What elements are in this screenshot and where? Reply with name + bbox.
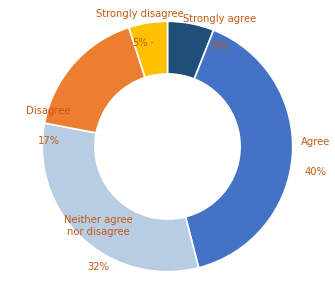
Wedge shape (42, 123, 199, 272)
Text: 32%: 32% (88, 262, 110, 272)
Text: 40%: 40% (304, 166, 326, 176)
Text: Strongly disagree: Strongly disagree (96, 9, 184, 19)
Wedge shape (168, 21, 214, 79)
Text: 17%: 17% (38, 137, 60, 146)
Text: Agree: Agree (300, 137, 330, 146)
Text: Disagree: Disagree (26, 106, 71, 116)
Text: Strongly agree: Strongly agree (184, 14, 257, 24)
Wedge shape (45, 28, 145, 133)
Text: 6%: 6% (212, 41, 228, 51)
Text: 5%: 5% (132, 38, 148, 47)
Wedge shape (129, 21, 168, 77)
Text: Neither agree
nor disagree: Neither agree nor disagree (64, 215, 133, 237)
Wedge shape (186, 30, 293, 268)
